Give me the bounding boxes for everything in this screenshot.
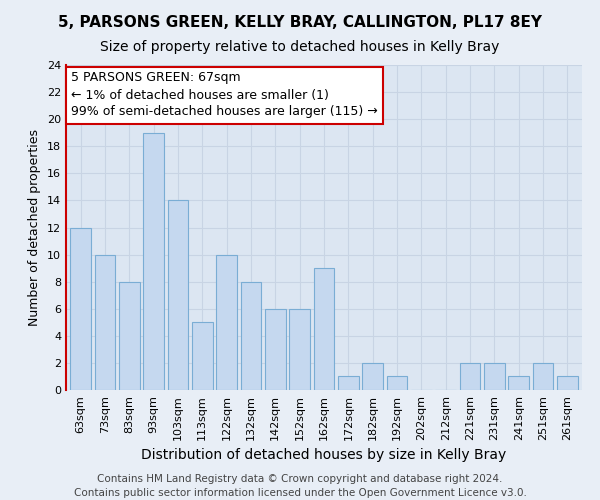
Text: Contains HM Land Registry data © Crown copyright and database right 2024.
Contai: Contains HM Land Registry data © Crown c… xyxy=(74,474,526,498)
Bar xyxy=(314,268,334,390)
Bar xyxy=(508,376,529,390)
Bar xyxy=(167,200,188,390)
Bar xyxy=(460,363,481,390)
Bar xyxy=(484,363,505,390)
Bar xyxy=(557,376,578,390)
Bar xyxy=(386,376,407,390)
Bar xyxy=(143,132,164,390)
Bar xyxy=(119,282,140,390)
Y-axis label: Number of detached properties: Number of detached properties xyxy=(28,129,41,326)
Bar xyxy=(362,363,383,390)
Bar xyxy=(338,376,359,390)
Bar xyxy=(95,254,115,390)
Bar xyxy=(265,308,286,390)
Bar xyxy=(216,254,237,390)
Text: 5 PARSONS GREEN: 67sqm
← 1% of detached houses are smaller (1)
99% of semi-detac: 5 PARSONS GREEN: 67sqm ← 1% of detached … xyxy=(71,72,378,118)
Bar xyxy=(192,322,212,390)
Bar xyxy=(241,282,262,390)
Text: 5, PARSONS GREEN, KELLY BRAY, CALLINGTON, PL17 8EY: 5, PARSONS GREEN, KELLY BRAY, CALLINGTON… xyxy=(58,15,542,30)
X-axis label: Distribution of detached houses by size in Kelly Bray: Distribution of detached houses by size … xyxy=(142,448,506,462)
Bar xyxy=(533,363,553,390)
Bar xyxy=(70,228,91,390)
Text: Size of property relative to detached houses in Kelly Bray: Size of property relative to detached ho… xyxy=(100,40,500,54)
Bar xyxy=(289,308,310,390)
